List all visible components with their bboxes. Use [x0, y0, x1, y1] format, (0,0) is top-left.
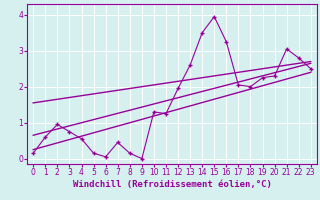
X-axis label: Windchill (Refroidissement éolien,°C): Windchill (Refroidissement éolien,°C)	[73, 180, 271, 189]
